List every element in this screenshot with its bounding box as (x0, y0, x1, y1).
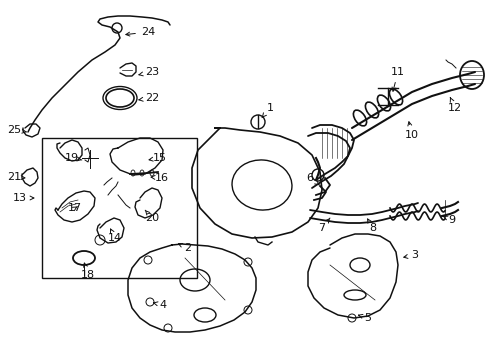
Text: 23: 23 (139, 67, 159, 77)
Text: 11: 11 (391, 67, 405, 91)
Text: 22: 22 (139, 93, 159, 103)
Text: 3: 3 (404, 250, 418, 260)
Text: 25: 25 (7, 125, 26, 135)
Text: 13: 13 (13, 193, 34, 203)
Text: 2: 2 (178, 243, 192, 253)
Text: 6: 6 (307, 173, 319, 185)
Text: 4: 4 (153, 300, 167, 310)
Text: 5: 5 (359, 313, 371, 323)
Text: 18: 18 (81, 263, 95, 280)
Text: 17: 17 (68, 203, 82, 213)
Text: 9: 9 (443, 215, 456, 225)
Text: 21: 21 (7, 172, 25, 182)
Text: 20: 20 (145, 210, 159, 223)
Text: 8: 8 (368, 219, 376, 233)
Text: 7: 7 (318, 218, 330, 233)
Text: 15: 15 (149, 153, 167, 163)
Text: 14: 14 (108, 229, 122, 243)
Text: 24: 24 (126, 27, 155, 37)
Text: 1: 1 (262, 103, 273, 118)
Text: 16: 16 (151, 173, 169, 183)
Bar (42, 138, 197, 278)
Text: 10: 10 (405, 122, 419, 140)
Text: 19: 19 (65, 153, 82, 163)
Text: 12: 12 (448, 98, 462, 113)
